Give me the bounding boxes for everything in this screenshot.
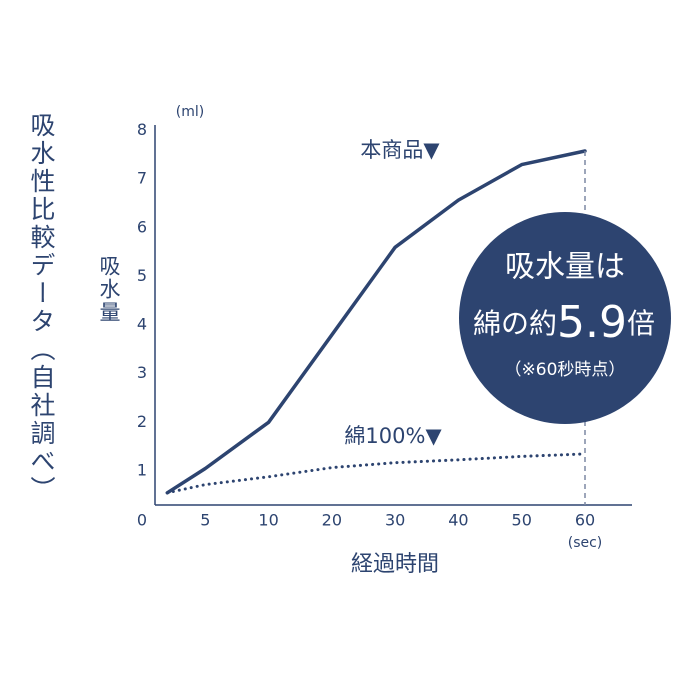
y-tick-label: 1 bbox=[137, 460, 147, 479]
x-tick-label: 50 bbox=[512, 511, 532, 530]
y-tick-label: 7 bbox=[137, 169, 147, 188]
series-line bbox=[165, 452, 587, 495]
callout-text: 綿の約 bbox=[473, 307, 557, 340]
callout-number: 5.9 bbox=[557, 297, 627, 348]
x-unit: (sec) bbox=[568, 535, 603, 551]
callout-text: 吸水量は bbox=[505, 250, 625, 285]
y-axis-label: 吸水量 bbox=[97, 255, 121, 324]
x-axis-label: 経過時間 bbox=[351, 552, 439, 577]
x-tick-label: 10 bbox=[258, 511, 278, 530]
x-tick-label: 60 bbox=[575, 511, 595, 530]
callout-text: 倍 bbox=[627, 307, 655, 340]
series-line bbox=[165, 149, 587, 495]
callout-text: 綿の約5.9倍 bbox=[473, 297, 655, 348]
series-label: 綿100%▼ bbox=[344, 424, 442, 448]
callout-circle bbox=[459, 212, 671, 424]
series-label: 本商品▼ bbox=[360, 138, 440, 162]
x-tick-label: 40 bbox=[448, 511, 468, 530]
x-tick-label: 20 bbox=[322, 511, 342, 530]
x-tick-label: 30 bbox=[385, 511, 405, 530]
chart-title: 吸水性比較データ（自社調べ） bbox=[27, 112, 56, 504]
x-tick-label: 0 bbox=[137, 511, 147, 530]
plot: 1 2 3 4 5 6 7 8 0 5 10 20 30 40 50 60 本商品▼ 綿100%▼ bbox=[137, 120, 595, 529]
y-unit: (ml) bbox=[176, 104, 204, 120]
y-tick-label: 3 bbox=[137, 363, 147, 382]
y-tick-label: 4 bbox=[137, 315, 147, 334]
y-tick-label: 5 bbox=[137, 266, 147, 285]
y-tick-label: 2 bbox=[137, 412, 147, 431]
callout-note: （※60秒時点） bbox=[505, 360, 626, 380]
y-tick-label: 8 bbox=[137, 120, 147, 139]
y-tick-label: 6 bbox=[137, 217, 147, 236]
x-tick-label: 5 bbox=[200, 511, 210, 530]
